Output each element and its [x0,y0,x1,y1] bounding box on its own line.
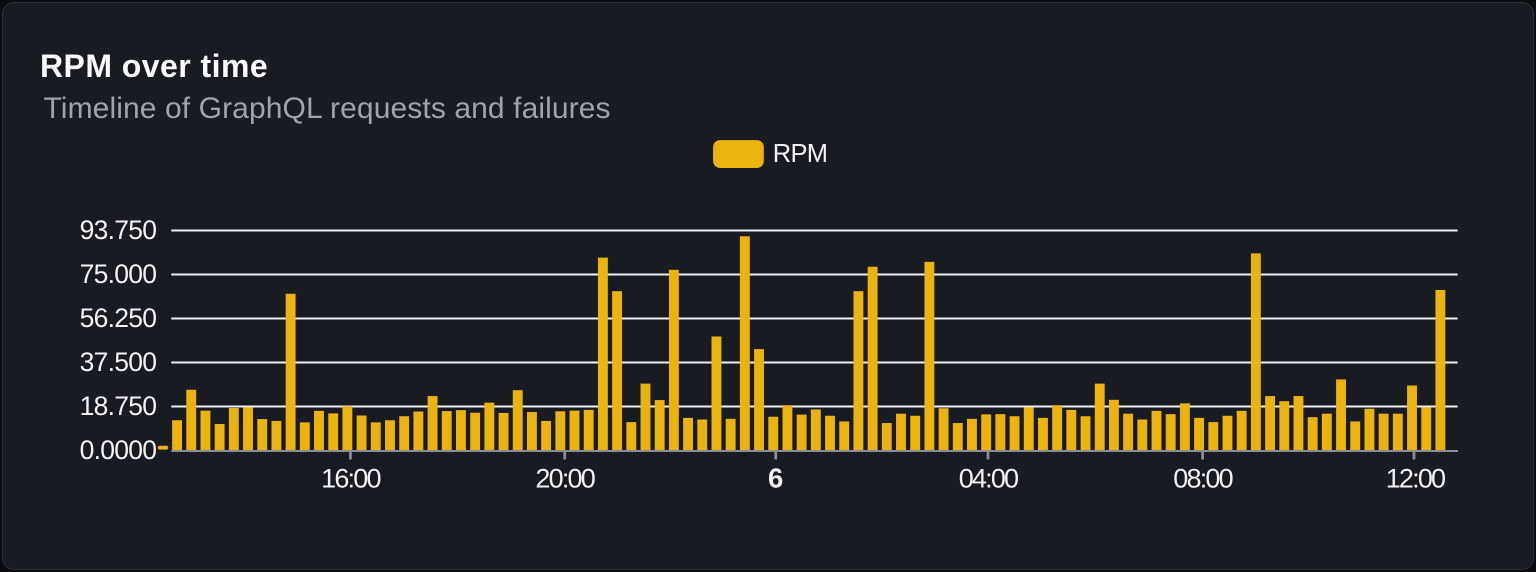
svg-text:16:00: 16:00 [321,463,380,493]
svg-text:RPM: RPM [773,140,827,168]
svg-text:56.250: 56.250 [80,303,157,333]
svg-text:08:00: 08:00 [1173,463,1232,493]
svg-text:04:00: 04:00 [959,463,1018,493]
svg-text:37.500: 37.500 [80,347,157,377]
svg-text:20:00: 20:00 [535,463,594,493]
svg-text:6: 6 [768,462,783,493]
svg-text:0.0000: 0.0000 [80,435,157,465]
svg-text:93.750: 93.750 [80,215,157,245]
svg-text:12:00: 12:00 [1386,463,1445,493]
svg-text:18.750: 18.750 [80,391,157,421]
svg-text:75.000: 75.000 [80,259,157,289]
